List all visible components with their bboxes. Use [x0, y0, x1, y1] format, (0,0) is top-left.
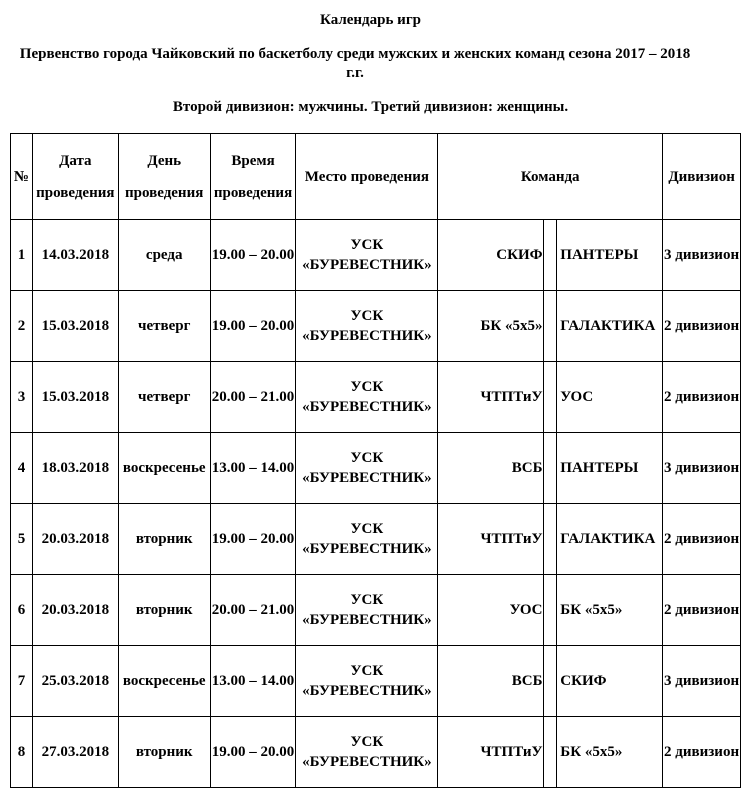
cell-day: воскресенье [117, 645, 211, 717]
cell-time: 19.00 – 20.00 [209, 716, 297, 788]
cell-team2: ПАНТЕРЫ [556, 219, 664, 291]
cell-day: четверг [117, 290, 211, 362]
header-date: Дата проведения [31, 133, 119, 220]
header-day: День проведения [117, 133, 211, 220]
cell-team1: ЧТПТиУ [437, 361, 544, 433]
cell-date: 20.03.2018 [31, 503, 119, 575]
schedule-table: № Дата проведения День проведения Время … [10, 133, 741, 788]
cell-place: УСК «БУРЕВЕСТНИК» [295, 219, 439, 291]
table-row: 7 25.03.2018 воскресенье 13.00 – 14.00 УСК «… [10, 645, 741, 717]
cell-num: 3 [10, 361, 33, 433]
cell-team2: ПАНТЕРЫ [556, 432, 664, 504]
cell-team1: ЧТПТиУ [437, 503, 544, 575]
cell-day: вторник [117, 574, 211, 646]
cell-num: 4 [10, 432, 33, 504]
cell-team2: БК «5х5» [556, 716, 664, 788]
cell-division: 2 дивизион [662, 290, 741, 362]
division-note: Второй дивизион: мужчины. Третий дивизио… [172, 99, 569, 115]
cell-num: 5 [10, 503, 33, 575]
cell-separator [542, 290, 558, 362]
table-row: 5 20.03.2018 вторник 19.00 – 20.00 УСК «БУРЕ… [10, 503, 741, 575]
cell-date: 18.03.2018 [31, 432, 119, 504]
header-place: Место проведения [295, 133, 439, 220]
cell-num: 7 [10, 645, 33, 717]
cell-date: 25.03.2018 [31, 645, 119, 717]
cell-date: 27.03.2018 [31, 716, 119, 788]
cell-place: УСК «БУРЕВЕСТНИК» [295, 432, 439, 504]
cell-separator [542, 432, 558, 504]
cell-separator [542, 716, 558, 788]
table-row: 1 14.03.2018 среда 19.00 – 20.00 УСК «БУРЕВЕ… [10, 219, 741, 291]
cell-place: УСК «БУРЕВЕСТНИК» [295, 361, 439, 433]
cell-team1: БК «5х5» [437, 290, 544, 362]
cell-place: УСК «БУРЕВЕСТНИК» [295, 574, 439, 646]
cell-separator [542, 219, 558, 291]
document-subtitle: Первенство города Чайковский по баскетбо… [19, 46, 691, 81]
cell-date: 15.03.2018 [31, 361, 119, 433]
header-num: № [10, 133, 33, 220]
document-title: Календарь игр [320, 12, 421, 28]
header-time: Время проведения [209, 133, 297, 220]
cell-team1: УОС [437, 574, 544, 646]
table-row: 6 20.03.2018 вторник 20.00 – 21.00 УСК «БУРЕ… [10, 574, 741, 646]
cell-date: 15.03.2018 [31, 290, 119, 362]
header-team: Команда [437, 133, 664, 220]
cell-time: 19.00 – 20.00 [209, 503, 297, 575]
cell-team2: УОС [556, 361, 664, 433]
table-row: 2 15.03.2018 четверг 19.00 – 20.00 УСК «БУРЕ… [10, 290, 741, 362]
cell-place: УСК «БУРЕВЕСТНИК» [295, 716, 439, 788]
cell-division: 2 дивизион [662, 503, 741, 575]
cell-time: 19.00 – 20.00 [209, 290, 297, 362]
cell-place: УСК «БУРЕВЕСТНИК» [295, 290, 439, 362]
table-row: 8 27.03.2018 вторник 19.00 – 20.00 УСК «БУРЕ… [10, 716, 741, 788]
cell-division: 2 дивизион [662, 361, 741, 433]
cell-day: вторник [117, 716, 211, 788]
cell-separator [542, 574, 558, 646]
cell-date: 20.03.2018 [31, 574, 119, 646]
cell-time: 13.00 – 14.00 [209, 432, 297, 504]
cell-num: 2 [10, 290, 33, 362]
cell-team2: ГАЛАКТИКА [556, 290, 664, 362]
table-row: 3 15.03.2018 четверг 20.00 – 21.00 УСК «БУРЕ… [10, 361, 741, 433]
cell-num: 8 [10, 716, 33, 788]
cell-num: 1 [10, 219, 33, 291]
cell-team1: ЧТПТиУ [437, 716, 544, 788]
cell-division: 2 дивизион [662, 574, 741, 646]
table-row: 4 18.03.2018 воскресенье 13.00 – 14.00 УСК «… [10, 432, 741, 504]
cell-team1: ВСБ [437, 432, 544, 504]
cell-separator [542, 503, 558, 575]
cell-num: 6 [10, 574, 33, 646]
cell-division: 3 дивизион [662, 645, 741, 717]
cell-time: 13.00 – 14.00 [209, 645, 297, 717]
header-division: Дивизион [662, 133, 741, 220]
cell-division: 3 дивизион [662, 432, 741, 504]
cell-day: вторник [117, 503, 211, 575]
cell-separator [542, 361, 558, 433]
cell-time: 19.00 – 20.00 [209, 219, 297, 291]
cell-division: 3 дивизион [662, 219, 741, 291]
cell-place: УСК «БУРЕВЕСТНИК» [295, 503, 439, 575]
cell-day: четверг [117, 361, 211, 433]
cell-day: среда [117, 219, 211, 291]
cell-team2: СКИФ [556, 645, 664, 717]
cell-day: воскресенье [117, 432, 211, 504]
header-row: № Дата проведения День проведения Время … [10, 133, 741, 220]
cell-team2: БК «5х5» [556, 574, 664, 646]
cell-team1: СКИФ [437, 219, 544, 291]
cell-team2: ГАЛАКТИКА [556, 503, 664, 575]
cell-date: 14.03.2018 [31, 219, 119, 291]
cell-time: 20.00 – 21.00 [209, 574, 297, 646]
cell-time: 20.00 – 21.00 [209, 361, 297, 433]
cell-separator [542, 645, 558, 717]
cell-place: УСК «БУРЕВЕСТНИК» [295, 645, 439, 717]
cell-division: 2 дивизион [662, 716, 741, 788]
cell-team1: ВСБ [437, 645, 544, 717]
